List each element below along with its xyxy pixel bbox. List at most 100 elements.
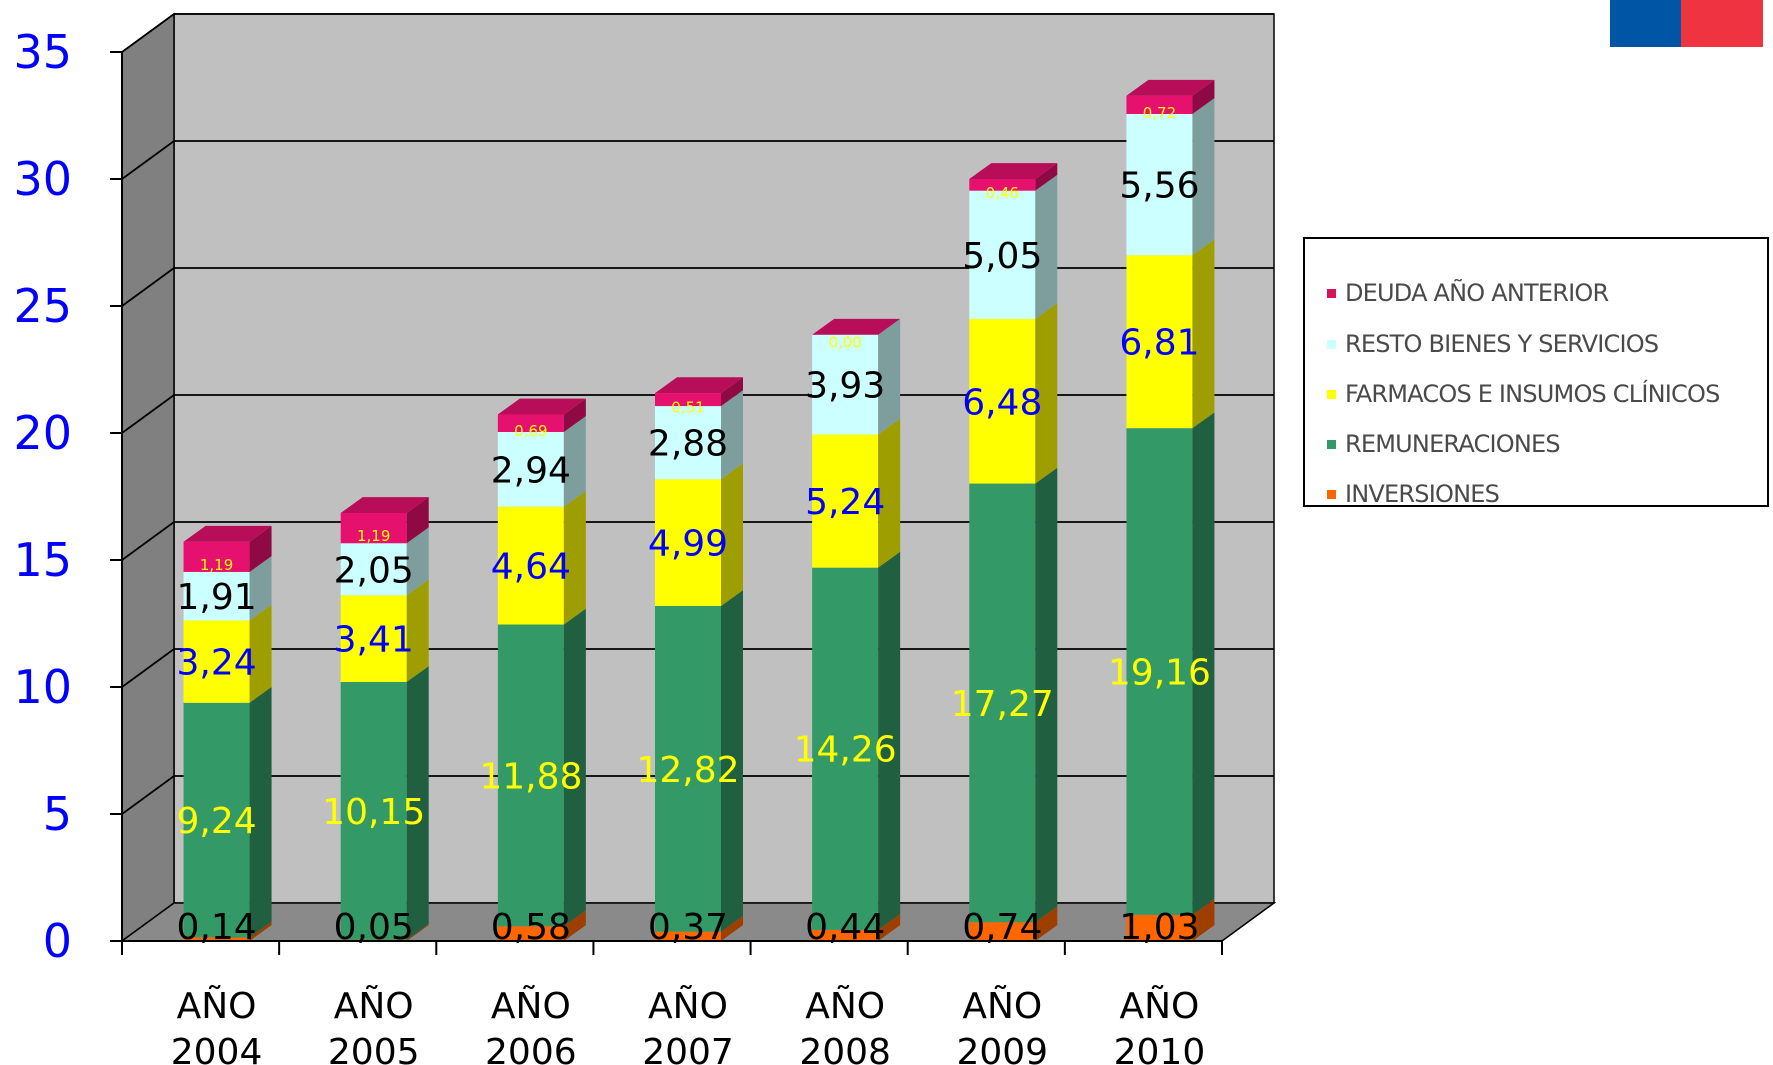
bar-segment	[655, 479, 721, 606]
x-tick-label: AÑO	[334, 985, 414, 1027]
legend: DEUDA AÑO ANTERIOR RESTO BIENES Y SERVIC…	[1303, 237, 1769, 509]
bar-segment-side	[1192, 898, 1215, 941]
bar-segment-side	[563, 416, 586, 507]
bar-segment-side	[721, 590, 743, 932]
value-label: 1,91	[176, 577, 256, 618]
value-label: 1,03	[1119, 907, 1199, 948]
bar-segment-side	[1192, 412, 1215, 915]
y-axis-ticks: 0 5 10 15 20 25 30 35	[13, 25, 72, 968]
bar-top	[969, 163, 1058, 179]
legend-item-farmacos: FARMACOS E INSUMOS CLÍNICOS	[1327, 379, 1720, 409]
value-label: 0,58	[491, 907, 571, 948]
bar-segment-side	[878, 418, 901, 568]
legend-item-inversiones: INVERSIONES	[1327, 479, 1500, 509]
gridline	[121, 394, 1274, 434]
x-tick-label: 2005	[328, 1032, 420, 1065]
legend-label-resto: RESTO BIENES Y SERVICIOS	[1345, 330, 1659, 358]
bar-top	[497, 398, 586, 415]
x-tick-label: AÑO	[1119, 985, 1199, 1027]
bar-segment-side	[563, 910, 586, 941]
bar-segment	[183, 571, 250, 621]
axes	[110, 51, 1223, 955]
bar-segment-side	[406, 666, 429, 940]
bar-segment	[969, 318, 1036, 484]
bar-segment-side	[1192, 79, 1215, 114]
y-tick-label: 35	[13, 25, 72, 79]
bar-segment	[1126, 428, 1193, 915]
value-label: 9,24	[176, 801, 256, 842]
y-tick-label: 5	[43, 787, 72, 841]
value-labels: 0,14 9,24 3,24 1,91 1,19 0,05 10,15 3,41 2,05 1,1…	[176, 104, 1210, 948]
value-label: 0,46	[986, 184, 1019, 202]
bar-segment-side	[249, 525, 272, 572]
gridline	[121, 140, 1274, 180]
bar-top	[340, 497, 429, 514]
value-label: 0,69	[514, 422, 547, 440]
bar-segment-side	[249, 686, 272, 938]
bar-segment	[969, 190, 1036, 319]
bar-segment	[183, 541, 250, 572]
legend-swatch-farmacos	[1327, 389, 1336, 399]
gridline	[121, 13, 1274, 53]
x-tick-label: AÑO	[962, 985, 1042, 1027]
value-label: 2,05	[334, 550, 414, 591]
value-label: 14,26	[794, 730, 897, 771]
x-tick-label: AÑO	[177, 985, 257, 1027]
y-tick-label: 25	[13, 279, 72, 333]
flag-red-stripe	[1681, 0, 1763, 47]
legend-label-deuda: DEUDA AÑO ANTERIOR	[1345, 279, 1609, 307]
x-tick-label: AÑO	[805, 985, 885, 1027]
bar-segment-side	[563, 398, 586, 432]
bar-top	[812, 318, 901, 335]
bar-segment	[655, 605, 721, 932]
value-label: 0,00	[828, 334, 861, 352]
flag-blue-stripe	[1610, 0, 1681, 47]
legend-swatch-deuda	[1327, 288, 1336, 298]
value-label: 0,05	[334, 907, 414, 948]
bar-segment	[183, 937, 250, 941]
value-label: 4,64	[491, 547, 571, 588]
bar-segment-side	[249, 604, 272, 703]
value-label: 10,15	[322, 792, 425, 833]
bar-segment	[340, 681, 407, 940]
value-label: 2,94	[491, 450, 571, 491]
bar-segment	[183, 702, 250, 938]
bar-segment-side	[1035, 174, 1058, 319]
bar-segment	[1126, 914, 1193, 941]
bar-segment	[497, 926, 564, 941]
bar-segment-side	[563, 608, 586, 927]
bar-segment	[969, 922, 1036, 941]
gridline	[121, 775, 1274, 815]
value-label: 3,41	[334, 620, 414, 661]
legend-swatch-inversiones	[1327, 489, 1336, 499]
x-tick-label: 2006	[485, 1032, 577, 1065]
value-label: 5,56	[1119, 166, 1199, 207]
bar-top	[1126, 79, 1215, 96]
bar-segment-side	[406, 527, 429, 596]
bar-segment-side	[563, 490, 586, 625]
bar-segment	[497, 431, 564, 507]
value-label: 0,72	[1143, 104, 1176, 122]
bar-segment-side	[249, 556, 272, 621]
x-tick-label: 2009	[956, 1032, 1048, 1065]
bar-segment-side	[721, 377, 743, 407]
bar-segment-side	[1035, 163, 1058, 191]
value-label: 0,51	[671, 399, 704, 417]
gridline	[121, 521, 1274, 561]
value-label: 1,19	[200, 556, 233, 574]
bar-segment	[655, 931, 721, 941]
bar-segment	[812, 929, 879, 941]
value-label: 17,27	[951, 684, 1054, 725]
bar-segment	[183, 620, 250, 703]
bar-segment	[655, 406, 721, 480]
bar-segment	[497, 414, 564, 432]
legend-item-deuda: DEUDA AÑO ANTERIOR	[1327, 278, 1609, 308]
bar-segment-side	[721, 463, 743, 606]
bar-segment-side	[406, 579, 429, 682]
bar-segment	[812, 334, 879, 435]
bar-segment	[340, 543, 407, 596]
value-label: 11,88	[479, 756, 582, 797]
bar-segment	[655, 393, 721, 407]
bar-segment-side	[878, 318, 901, 435]
